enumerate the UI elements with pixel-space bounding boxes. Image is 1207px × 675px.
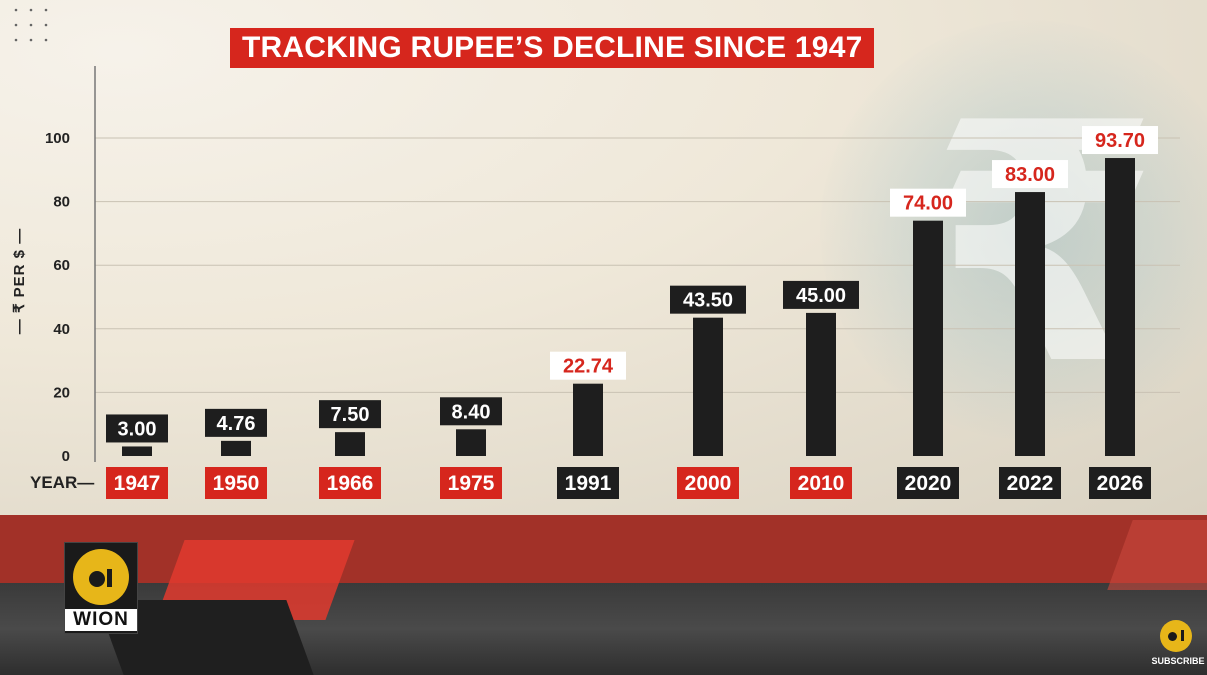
year-label-box bbox=[205, 467, 267, 499]
bar bbox=[122, 446, 152, 456]
year-label: 2026 bbox=[1097, 472, 1144, 495]
value-label: 93.70 bbox=[1095, 130, 1145, 152]
bar-chart: 0 20 40 60 80 100 3.00 1947 4.76 1950 7.50 1966 8.40… bbox=[45, 66, 1180, 499]
year-label: 1975 bbox=[448, 472, 495, 495]
chart-title: TRACKING RUPEE’S DECLINE SINCE 1947 bbox=[230, 28, 875, 68]
year-label-box bbox=[1089, 467, 1151, 499]
year-label-box bbox=[440, 467, 502, 499]
year-label: 1947 bbox=[114, 472, 161, 495]
year-label: 2020 bbox=[905, 472, 952, 495]
y-tick-label: 100 bbox=[45, 130, 70, 147]
y-tick-label: 0 bbox=[62, 448, 70, 465]
logo-text: WION bbox=[65, 609, 137, 631]
year-label-box bbox=[106, 467, 168, 499]
value-label: 7.50 bbox=[331, 404, 370, 426]
bar bbox=[335, 432, 365, 456]
y-tick-label: 40 bbox=[53, 321, 70, 338]
value-label-box bbox=[992, 160, 1068, 189]
value-label: 43.50 bbox=[683, 290, 733, 312]
value-label-box bbox=[783, 280, 859, 309]
year-label: 2010 bbox=[798, 472, 845, 495]
value-label: 22.74 bbox=[563, 356, 614, 378]
globe-graphic bbox=[820, 20, 1207, 440]
y-tick-label: 80 bbox=[53, 194, 70, 211]
bar bbox=[456, 429, 486, 456]
year-label-box bbox=[897, 467, 959, 499]
value-label: 74.00 bbox=[903, 193, 953, 215]
dot-grid-icon bbox=[14, 8, 48, 42]
value-label: 3.00 bbox=[118, 418, 157, 440]
wion-logo-icon bbox=[73, 549, 129, 605]
wion-logo: WION bbox=[64, 542, 138, 634]
year-label-box bbox=[557, 467, 619, 499]
value-label: 4.76 bbox=[217, 413, 256, 435]
subscribe-label: SUBSCRIBE bbox=[1151, 656, 1205, 666]
y-tick-label: 60 bbox=[53, 257, 70, 274]
value-label-box bbox=[890, 188, 966, 217]
value-label: 45.00 bbox=[796, 285, 846, 307]
value-label-box bbox=[1082, 126, 1158, 155]
value-label: 83.00 bbox=[1005, 164, 1055, 186]
year-label: 1966 bbox=[327, 472, 374, 495]
year-label-box bbox=[999, 467, 1061, 499]
value-label-box bbox=[440, 397, 502, 426]
value-label-box bbox=[205, 408, 267, 437]
y-tick-label: 20 bbox=[53, 384, 70, 401]
x-axis-label: YEAR— bbox=[30, 473, 95, 492]
year-label: 2022 bbox=[1007, 472, 1054, 495]
year-label: 1950 bbox=[213, 472, 260, 495]
year-label-box bbox=[677, 467, 739, 499]
year-label: 1991 bbox=[565, 472, 612, 495]
value-label-box bbox=[319, 400, 381, 429]
bar bbox=[806, 312, 836, 456]
bar bbox=[573, 383, 603, 456]
chart-background bbox=[0, 0, 1207, 515]
bar bbox=[1105, 158, 1135, 456]
value-label: 8.40 bbox=[452, 401, 491, 423]
y-axis-label: — ₹ PER $ — bbox=[11, 227, 28, 335]
year-label-box bbox=[319, 467, 381, 499]
value-label-box bbox=[670, 285, 746, 314]
subscribe-icon bbox=[1160, 620, 1192, 652]
value-label-box bbox=[550, 351, 626, 380]
year-label-box bbox=[790, 467, 852, 499]
bar bbox=[913, 220, 943, 456]
value-label-box bbox=[106, 414, 168, 443]
subscribe-button[interactable]: SUBSCRIBE bbox=[1150, 620, 1206, 670]
bar bbox=[221, 440, 251, 456]
year-label: 2000 bbox=[685, 472, 732, 495]
bar bbox=[693, 317, 723, 456]
bar bbox=[1015, 192, 1045, 456]
